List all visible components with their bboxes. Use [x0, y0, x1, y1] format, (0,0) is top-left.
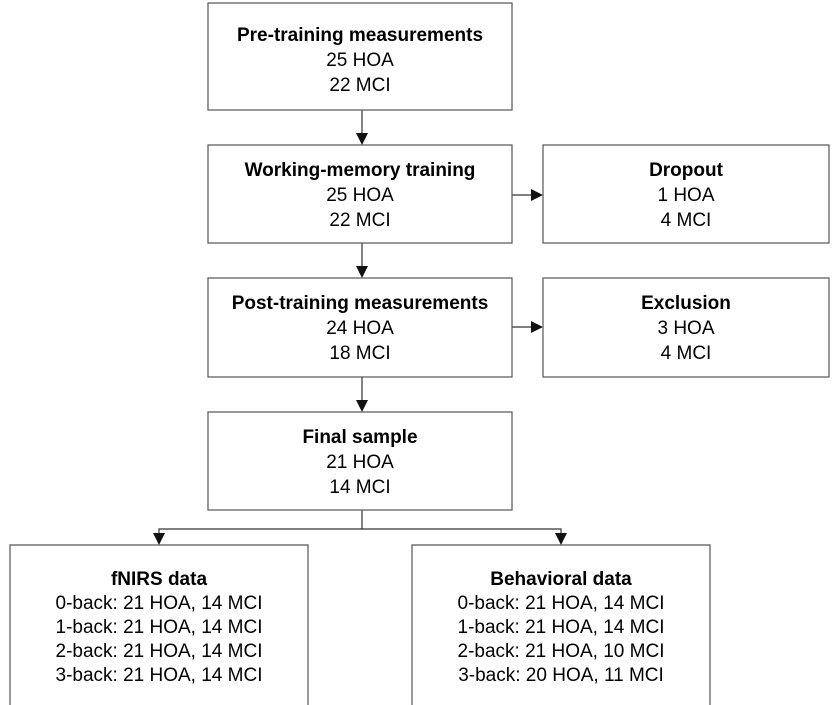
- box: [411, 544, 711, 705]
- node-title: Exclusion: [641, 293, 731, 314]
- node-line: 1-back: 21 HOA, 14 MCI: [458, 617, 665, 638]
- node-line: 22 MCI: [329, 75, 390, 96]
- arrowhead: [356, 133, 368, 145]
- box: [542, 144, 830, 244]
- node-line: 22 MCI: [329, 210, 390, 231]
- node-line: 2-back: 21 HOA, 10 MCI: [458, 641, 665, 662]
- box: [542, 277, 830, 378]
- box: [207, 144, 513, 244]
- node-line: 3-back: 21 HOA, 14 MCI: [56, 665, 263, 686]
- node-line: 24 HOA: [326, 318, 394, 339]
- arrowhead: [531, 321, 543, 333]
- node-title: Pre-training measurements: [237, 25, 483, 46]
- node-title: fNIRS data: [111, 569, 208, 590]
- node-title: Dropout: [649, 160, 724, 181]
- node-line: 18 MCI: [329, 343, 390, 364]
- node-line: 25 HOA: [326, 185, 394, 206]
- node-line: 3-back: 20 HOA, 11 MCI: [458, 665, 664, 686]
- connectors: [153, 110, 567, 545]
- arrowhead: [356, 266, 368, 278]
- node-title: Behavioral data: [490, 569, 632, 590]
- node-line: 0-back: 21 HOA, 14 MCI: [56, 593, 263, 614]
- arrowhead: [153, 533, 165, 545]
- arrowhead: [555, 533, 567, 545]
- box: [207, 411, 513, 511]
- node-line: 1-back: 21 HOA, 14 MCI: [56, 617, 263, 638]
- node-title: Post-training measurements: [232, 293, 489, 314]
- node-title: Final sample: [302, 427, 417, 448]
- box: [207, 2, 513, 111]
- node-line: 3 HOA: [657, 318, 714, 339]
- node-line: 4 MCI: [661, 343, 712, 364]
- node-line: 14 MCI: [329, 477, 390, 498]
- node-title: Working-memory training: [245, 160, 476, 181]
- node-line: 21 HOA: [326, 452, 394, 473]
- connector: [158, 528, 562, 534]
- node-line: 1 HOA: [657, 185, 714, 206]
- box: [9, 544, 309, 705]
- arrowhead: [531, 189, 543, 201]
- node-line: 25 HOA: [326, 50, 394, 71]
- node-line: 2-back: 21 HOA, 14 MCI: [56, 641, 263, 662]
- node-line: 4 MCI: [661, 210, 712, 231]
- node-line: 0-back: 21 HOA, 14 MCI: [458, 593, 665, 614]
- arrowhead: [356, 400, 368, 412]
- box: [207, 277, 513, 378]
